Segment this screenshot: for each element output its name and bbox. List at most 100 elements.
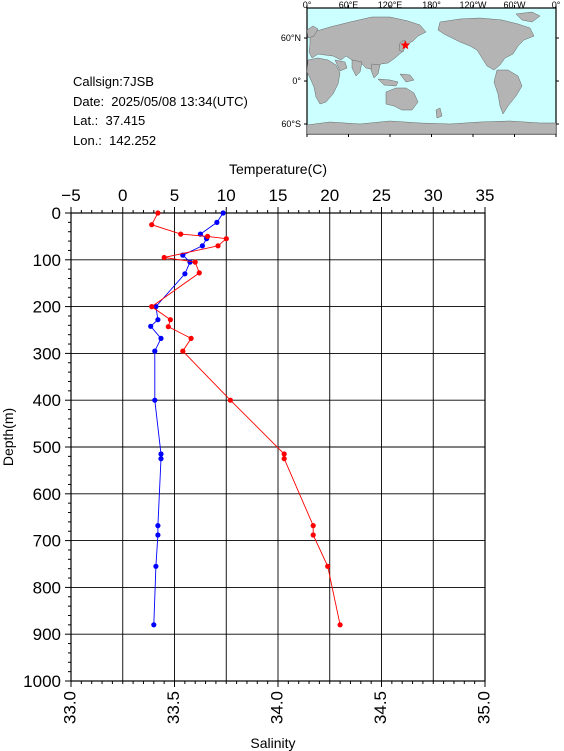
salinity-tick-label: 33.0 [60,691,79,724]
map-ticks: 0° 60°E 120°E 180° 120°W 60°W 0° 60°N 0° 60°S [281,0,561,137]
map-lon-label: 60°E [339,0,359,10]
land-eurasia [308,16,427,71]
salinity-axis-label: Salinity [250,735,295,751]
depth-tick-label: 200 [33,298,61,317]
world-map: 0° 60°E 120°E 180° 120°W 60°W 0° 60°N 0° 60°S [281,0,561,137]
land-europe [306,25,319,39]
temperature-data-point [155,532,161,538]
depth-tick-label: 100 [33,251,61,270]
temperature-axis-label: Temperature(C) [229,161,327,177]
salinity-data-point [310,532,316,538]
station-info: Callsign:7JSB Date: 2025/05/08 13:34(UTC… [73,72,248,150]
map-lon-label: 180° [422,0,441,10]
salinity-data-point [192,259,198,265]
land-south-america [493,69,523,115]
salinity-data-point [281,451,287,457]
map-lat-label: 60°S [281,119,301,129]
salinity-data-point [337,622,343,628]
depth-tick-label: 300 [33,344,61,363]
map-lon-label: 0° [552,0,561,10]
temperature-tick-label: 30 [424,186,443,205]
salinity-data-point [165,324,171,330]
depth-axis-label: Depth(m) [0,408,16,466]
salinity-data-point [223,236,229,242]
depth-tick-label: 500 [33,438,61,457]
temperature-data-point [153,304,159,310]
temperature-data-point [153,563,159,569]
salinity-data-point [167,317,173,323]
station-star-icon [400,40,411,50]
temperature-data-point [152,397,158,403]
temperature-data-point [151,622,157,628]
salinity-data-point [149,222,155,228]
map-lon-label: 60°W [503,0,526,10]
depth-tick-label: 400 [33,391,61,410]
land-japan [398,39,407,53]
temperature-tick-label: 10 [217,186,236,205]
temperature-data-point [214,219,220,225]
map-lon-label: 0° [303,0,312,10]
temperature-tick-label: 35 [476,186,495,205]
temperature-data-point [199,243,205,249]
temperature-tick-label: 25 [372,186,391,205]
temperature-data-point [158,451,164,457]
temperature-tick-label: 20 [320,186,339,205]
salinity-data-point [188,335,194,341]
temperature-data-point [148,323,154,329]
land-north-america [437,17,535,71]
temperature-data-point [182,271,188,277]
salinity-data-point [178,231,184,237]
salinity-data-point [227,397,233,403]
temperature-data-point [158,335,164,341]
map-lon-label: 120°E [378,0,403,10]
land-se-asia [370,63,381,79]
depth-tick-label: 600 [33,485,61,504]
temperature-tick-label: 0 [118,186,127,205]
salinity-data-point [205,233,211,239]
temperature-data-point [187,259,193,265]
salinity-tick-label: 33.5 [164,691,183,724]
salinity-data-point [155,210,161,216]
station-marker [400,40,411,50]
land-arabia [334,59,348,72]
temperature-tick-label: 15 [269,186,288,205]
temperature-tick-label: −5 [61,186,80,205]
land-africa [306,57,341,105]
salinity-data-point [180,348,186,354]
lon-label: Lon.: 142.252 [73,132,157,148]
salinity-data-point [161,254,167,261]
depth-tick-label: 700 [33,532,61,551]
land-indonesia [377,78,399,87]
callsign-label: Callsign:7JSB [73,74,154,89]
land-greenland [515,11,541,23]
depth-tick-label: 0 [52,204,61,223]
lat-label: Lat.: 37.415 [73,113,146,128]
date-label: Date: 2025/05/08 13:34(UTC) [73,93,248,109]
depth-tick-label: 900 [33,625,61,644]
salinity-tick-label: 34.0 [267,691,286,724]
depth-tick-label: 800 [33,578,61,597]
salinity-data-point [149,304,155,310]
series-layer [148,210,343,628]
salinity-data-point [196,270,202,276]
map-lat-label: 60°N [281,33,301,43]
land-new-zealand [435,107,443,119]
land-new-guinea [399,73,415,83]
temperature-data-point [152,348,158,354]
salinity-data-point [310,523,316,529]
temperature-data-point [220,210,226,216]
land-india [351,59,363,77]
map-lat-label: 0° [292,76,301,86]
salinity-tick-label: 35.0 [474,691,493,724]
salinity-data-point [215,243,221,249]
map-land [306,11,557,135]
temperature-data-point [155,523,161,529]
salinity-data-point [281,456,287,462]
depth-tick-label: 1000 [23,672,61,691]
temperature-data-point [155,317,161,323]
temperature-data-point [158,456,164,462]
grid [70,212,486,682]
